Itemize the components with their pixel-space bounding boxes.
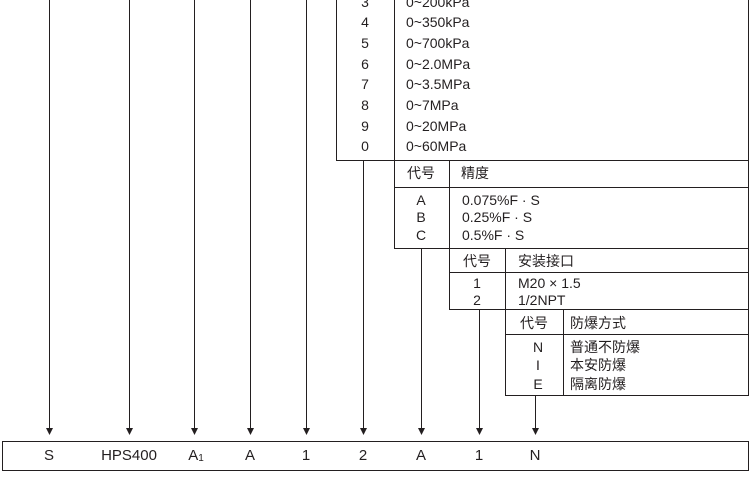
pressure-value: 0~200kPa: [406, 0, 470, 10]
explosion-value-header: 防爆方式: [570, 315, 626, 331]
accuracy-value-header: 精度: [461, 165, 489, 181]
pressure-code: 5: [361, 35, 369, 51]
pressure-value: 0~60MPa: [406, 138, 467, 154]
pressure-value: 0~7MPa: [406, 97, 459, 113]
pressure-value: 0~700kPa: [406, 35, 470, 51]
connection-table-border: [449, 248, 749, 310]
accuracy-value: 0.5%F · S: [462, 227, 525, 243]
code-pressure: 2: [358, 447, 368, 464]
explosion-value: 本安防爆: [570, 357, 626, 373]
leader-lines: [49, 0, 536, 428]
pressure-code: 4: [361, 14, 369, 30]
accuracy-table-border: [394, 160, 749, 249]
connection-value-header: 安装接口: [518, 253, 574, 269]
connection-value: M20 × 1.5: [518, 275, 581, 291]
connection-code-header: 代号: [463, 253, 491, 269]
accuracy-code: A: [416, 192, 426, 208]
connection-code: 2: [473, 292, 481, 308]
code-explosion: N: [529, 447, 541, 464]
explosion-code-header: 代号: [520, 315, 548, 331]
pressure-table-border: [336, 0, 749, 161]
accuracy-code-header: 代号: [407, 165, 435, 181]
explosion-table-border: [505, 309, 749, 396]
pressure-code: 9: [361, 118, 369, 134]
pressure-code: 0: [361, 138, 369, 154]
explosion-value: 普通不防爆: [570, 339, 640, 355]
accuracy-code: C: [415, 227, 427, 243]
explosion-value: 隔离防爆: [570, 376, 626, 392]
pressure-code: 7: [361, 76, 369, 92]
explosion-code: N: [532, 339, 544, 355]
code-connection: 1: [474, 447, 484, 464]
pressure-value: 0~3.5MPa: [406, 76, 471, 92]
accuracy-value: 0.25%F · S: [462, 209, 533, 225]
connection-code: 1: [473, 275, 481, 291]
code-accuracy: A: [415, 447, 427, 464]
explosion-code: I: [536, 357, 540, 373]
accuracy-code: B: [416, 209, 426, 225]
code-type-letter: A: [188, 447, 199, 464]
explosion-code: E: [533, 376, 543, 392]
code-part-5: 1: [301, 447, 311, 464]
code-type-subscript: 1: [198, 453, 204, 464]
accuracy-value: 0.075%F · S: [462, 192, 540, 208]
pressure-code: 6: [361, 56, 369, 72]
pressure-value: 0~350kPa: [406, 14, 470, 30]
arrowheads: [46, 428, 539, 435]
code-series: S: [43, 447, 55, 464]
model-code-box: [2, 441, 749, 471]
pressure-code: 3: [361, 0, 369, 10]
code-part-4: A: [244, 447, 256, 464]
code-model: HPS400: [101, 447, 157, 464]
code-type: A1: [188, 447, 204, 464]
pressure-value: 0~20MPa: [406, 118, 467, 134]
pressure-code: 8: [361, 97, 369, 113]
pressure-value: 0~2.0MPa: [406, 56, 471, 72]
connection-value: 1/2NPT: [518, 292, 566, 308]
